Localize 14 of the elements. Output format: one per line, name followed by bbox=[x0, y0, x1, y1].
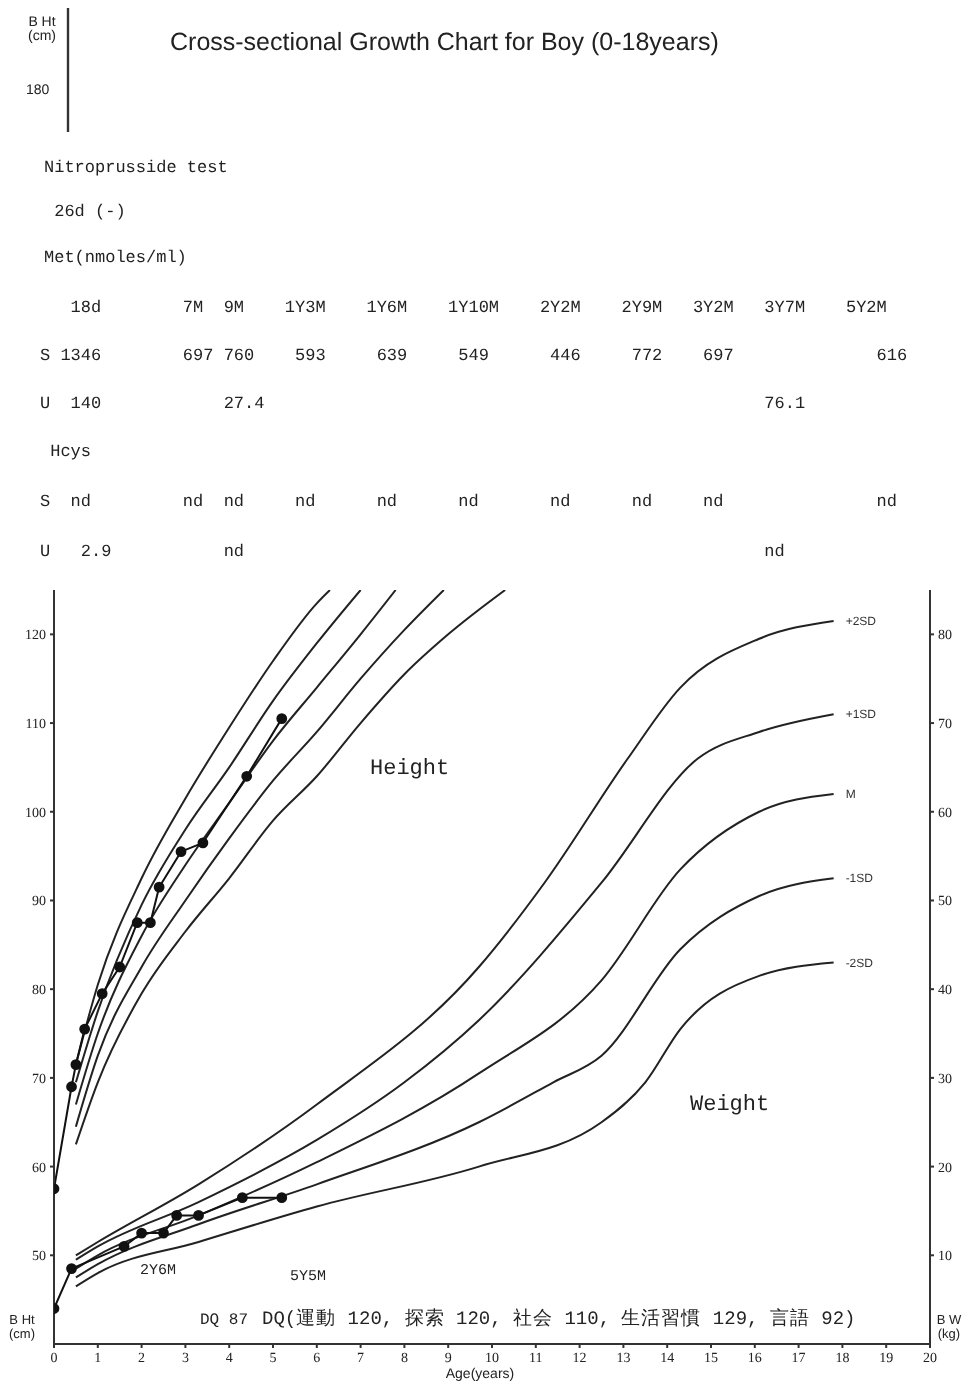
annotation: Weight bbox=[690, 1094, 770, 1120]
chart-title: Cross-sectional Growth Chart for Boy (0-18years) bbox=[170, 28, 719, 56]
text: S 1346 697 760 593 639 549 446 772 697 616 bbox=[40, 346, 908, 366]
text: S nd nd nd nd nd nd nd nd nd nd bbox=[40, 492, 897, 512]
text: Hcys bbox=[48, 442, 92, 462]
text: U 140 27.4 76.1 bbox=[40, 394, 806, 414]
text: Met(nmoles/ml) bbox=[44, 248, 187, 268]
annotation: DQ(運動 120, 探索 120, 社会 110, 生活習慣 129, 言語 92) bbox=[262, 1308, 856, 1330]
text: Nitroprusside test bbox=[44, 158, 228, 178]
annotation: DQ 87 bbox=[200, 1312, 249, 1331]
annotation: Height bbox=[370, 758, 450, 784]
text: U 2.9 nd nd bbox=[40, 542, 785, 562]
text: 18d 7M 9M 1Y3M 1Y6M 1Y10M 2Y2M 2Y9M 3Y2M 3Y7M 5Y2M bbox=[68, 298, 887, 318]
text: 26d (-) bbox=[52, 202, 126, 222]
